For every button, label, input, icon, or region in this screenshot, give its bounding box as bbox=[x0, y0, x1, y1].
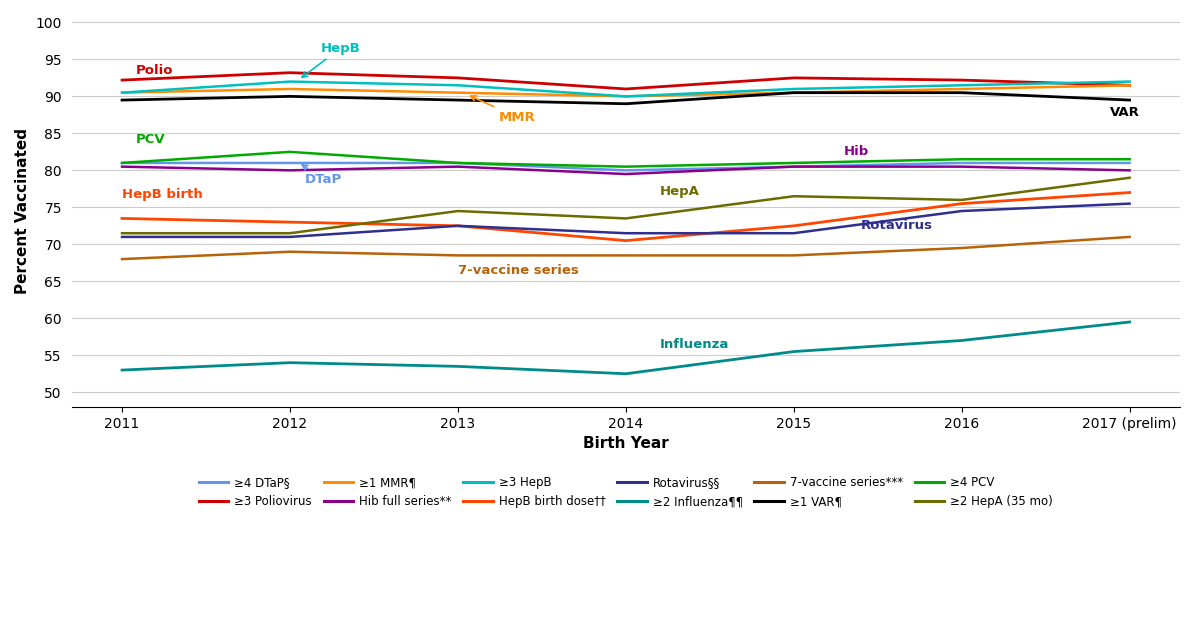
Text: MMR: MMR bbox=[470, 96, 535, 124]
Legend: ≥4 DTaP§, ≥3 Poliovirus, ≥1 MMR¶, Hib full series**, ≥3 HepB, HepB birth dose††,: ≥4 DTaP§, ≥3 Poliovirus, ≥1 MMR¶, Hib fu… bbox=[194, 471, 1057, 513]
Y-axis label: Percent Vaccinated: Percent Vaccinated bbox=[16, 128, 30, 294]
Text: DTaP: DTaP bbox=[302, 165, 342, 186]
X-axis label: Birth Year: Birth Year bbox=[583, 436, 668, 452]
Text: HepA: HepA bbox=[660, 185, 700, 198]
Text: Influenza: Influenza bbox=[660, 338, 728, 351]
Text: Hib: Hib bbox=[844, 146, 870, 159]
Text: VAR: VAR bbox=[1110, 106, 1139, 119]
Text: Polio: Polio bbox=[136, 64, 173, 77]
Text: Rotavirus: Rotavirus bbox=[860, 220, 932, 233]
Text: HepB birth: HepB birth bbox=[122, 187, 203, 200]
Text: PCV: PCV bbox=[136, 132, 166, 146]
Text: 7-vaccine series: 7-vaccine series bbox=[458, 264, 578, 277]
Text: HepB: HepB bbox=[302, 42, 360, 77]
